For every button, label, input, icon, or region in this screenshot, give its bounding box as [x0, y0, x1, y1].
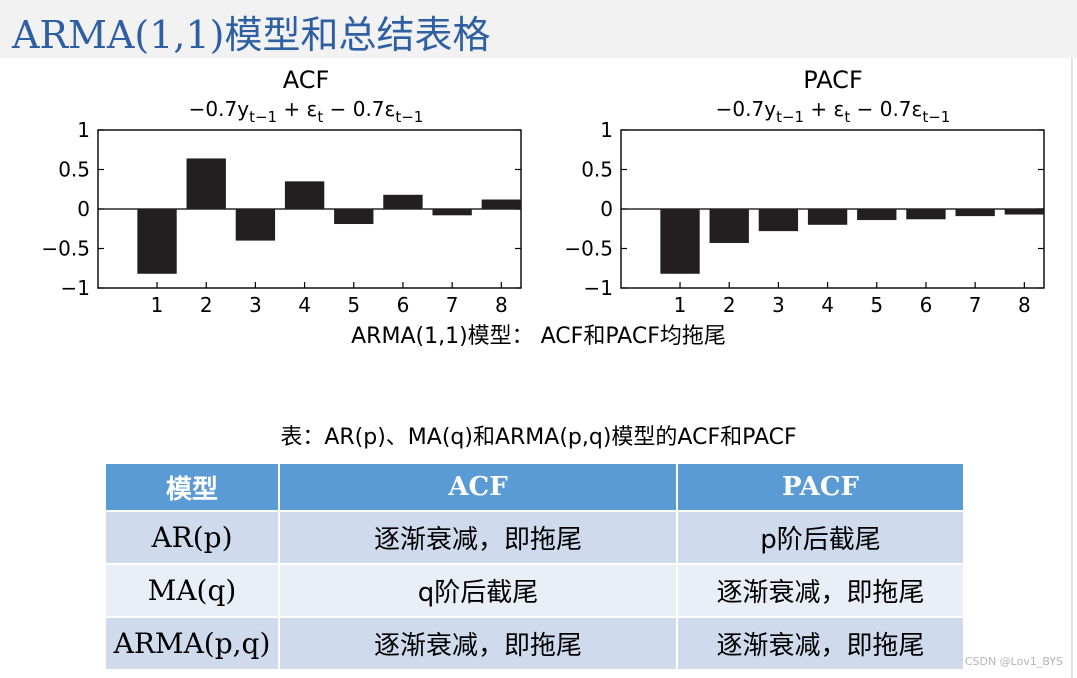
acf-xtick-label: 8 — [495, 293, 508, 317]
cell-pacf: p阶后截尾 — [676, 510, 965, 565]
pacf-ytick-label: 0.5 — [581, 158, 613, 182]
acf-ytick-label: −0.5 — [41, 237, 90, 261]
acf-bar — [481, 199, 521, 209]
pacf-bar — [906, 209, 946, 220]
title-band — [0, 0, 1077, 58]
pacf-bar — [857, 209, 897, 221]
acf-ytick-label: 0.5 — [58, 158, 90, 182]
pacf-bar — [807, 209, 848, 225]
header-model: 模型 — [104, 462, 280, 512]
header-pacf: PACF — [676, 462, 965, 512]
acf-ytick-label: 0 — [77, 197, 90, 221]
summary-table: 模型 ACF PACF AR(p) 逐渐衰减，即拖尾 p阶后截尾 MA(q) q… — [104, 462, 965, 671]
pacf-chart-subtitle: −0.7yt−1​ + εt​ − 0.7εt−1​ — [716, 97, 951, 126]
table-row: AR(p) 逐渐衰减，即拖尾 p阶后截尾 — [104, 510, 965, 565]
acf-xtick-label: 3 — [249, 293, 262, 317]
watermark: CSDN @Lov1_BYS — [964, 655, 1063, 668]
acf-bar — [383, 194, 423, 209]
cell-model: AR(p) — [104, 510, 280, 565]
pacf-xtick-label: 5 — [870, 293, 883, 317]
table-row: ARMA(p,q) 逐渐衰减，即拖尾 逐渐衰减，即拖尾 — [104, 616, 965, 671]
acf-chart-title: ACF — [283, 66, 330, 94]
cell-acf: 逐渐衰减，即拖尾 — [278, 510, 678, 565]
pacf-xtick-label: 4 — [821, 293, 834, 317]
cell-model: MA(q) — [104, 563, 280, 618]
slide-title: ARMA(1,1)模型和总结表格 — [12, 13, 491, 57]
cell-model: ARMA(p,q) — [104, 616, 280, 671]
pacf-xtick-label: 8 — [1018, 293, 1031, 317]
acf-ytick-label: −1 — [61, 276, 90, 300]
pacf-bar — [1004, 209, 1044, 215]
table-caption: 表：AR(p)、MA(q)和ARMA(p,q)模型的ACF和PACF — [280, 425, 797, 450]
pacf-ytick-label: −1 — [584, 276, 613, 300]
pacf-ytick-label: −0.5 — [564, 237, 613, 261]
acf-bar — [334, 209, 374, 225]
acf-bar — [284, 181, 325, 209]
acf-bar — [432, 209, 472, 216]
pacf-chart-title: PACF — [803, 66, 863, 94]
acf-xtick-label: 7 — [446, 293, 459, 317]
pacf-xtick-label: 7 — [969, 293, 982, 317]
acf-bar — [186, 158, 226, 209]
pacf-bar — [660, 209, 700, 274]
acf-xtick-label: 6 — [397, 293, 410, 317]
pacf-xtick-label: 3 — [772, 293, 785, 317]
header-acf: ACF — [278, 462, 678, 512]
acf-ytick-label: 1 — [77, 118, 90, 142]
acf-xtick-label: 1 — [151, 293, 164, 317]
figure-caption: ARMA(1,1)模型： ACF和PACF均拖尾 — [351, 324, 726, 349]
cell-acf: 逐渐衰减，即拖尾 — [278, 616, 678, 671]
pacf-ytick-label: 0 — [600, 197, 613, 221]
cell-acf: q阶后截尾 — [278, 563, 678, 618]
pacf-bar — [709, 209, 749, 243]
table-header-row: 模型 ACF PACF — [104, 462, 965, 512]
acf-pacf-charts: ACF −0.7yt−1​ + εt​ − 0.7εt−1​ 1 0.5 0 −0.5 −1… — [41, 66, 1045, 317]
pacf-bar — [758, 209, 799, 232]
cell-pacf: 逐渐衰减，即拖尾 — [676, 563, 965, 618]
acf-bar — [137, 209, 177, 274]
cell-pacf: 逐渐衰减，即拖尾 — [676, 616, 965, 671]
pacf-xtick-label: 6 — [920, 293, 933, 317]
right-edge-rule — [1071, 58, 1073, 678]
pacf-ytick-label: 1 — [600, 118, 613, 142]
acf-xtick-label: 2 — [200, 293, 213, 317]
acf-xtick-label: 4 — [298, 293, 311, 317]
pacf-xtick-label: 2 — [723, 293, 736, 317]
acf-bar — [235, 209, 276, 241]
acf-xtick-label: 5 — [347, 293, 360, 317]
pacf-xtick-label: 1 — [674, 293, 687, 317]
acf-chart-subtitle: −0.7yt−1​ + εt​ − 0.7εt−1​ — [189, 97, 424, 126]
table-row: MA(q) q阶后截尾 逐渐衰减，即拖尾 — [104, 563, 965, 618]
pacf-bar — [955, 209, 995, 217]
